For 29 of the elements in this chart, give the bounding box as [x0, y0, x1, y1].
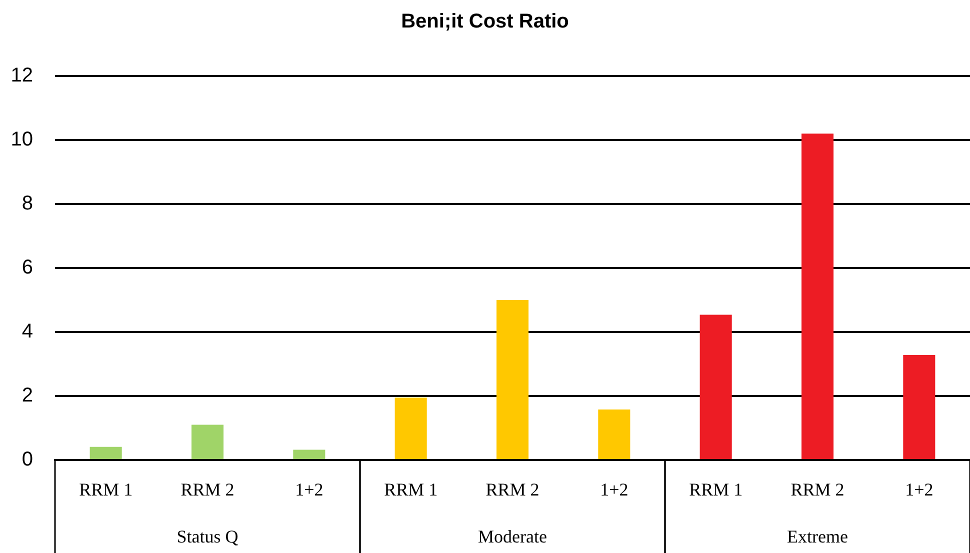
- bar: [598, 409, 630, 459]
- bar: [293, 450, 326, 459]
- text: Moderate: [478, 526, 547, 547]
- bar: [700, 314, 732, 459]
- x-tick-label: RRM 1: [79, 480, 133, 500]
- y-tick-label: 10: [10, 128, 33, 151]
- bar: [90, 446, 122, 459]
- y-tick-label: 2: [22, 384, 33, 407]
- x-tick-label: 1+2: [600, 480, 628, 500]
- y-tick-label: 12: [10, 64, 33, 87]
- bar: [801, 134, 834, 459]
- x-tick-label: RRM 1: [384, 480, 438, 500]
- bar: [903, 355, 936, 459]
- y-tick-label: 8: [22, 192, 33, 215]
- x-tick-label: 1+2: [295, 480, 324, 500]
- x-tick-label: RRM 2: [180, 480, 234, 500]
- x-tick-label: 1+2: [905, 480, 934, 500]
- x-tick-label: RRM 2: [790, 480, 844, 500]
- bar: [191, 424, 224, 459]
- bar: [394, 398, 427, 459]
- y-tick-label: 4: [22, 320, 33, 343]
- x-tick-label: RRM 2: [486, 480, 540, 500]
- text: Status Q: [176, 526, 238, 547]
- y-tick-label: 0: [22, 448, 33, 471]
- text: Extreme: [787, 526, 848, 547]
- x-tick-label: RRM 1: [689, 480, 743, 500]
- chart-title: Beni;it Cost Ratio: [401, 10, 569, 33]
- bar: [496, 300, 529, 459]
- y-tick-label: 6: [22, 256, 33, 279]
